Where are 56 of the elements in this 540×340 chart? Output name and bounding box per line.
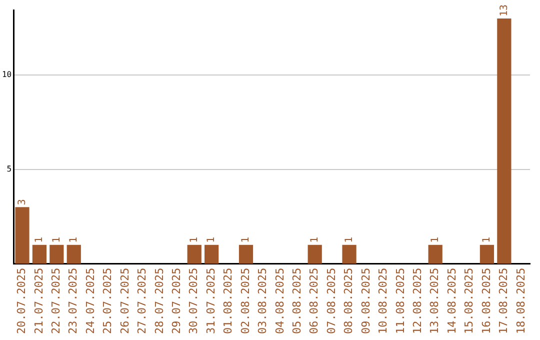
bar: [187, 244, 202, 264]
x-tick-label: 15.08.2025: [462, 268, 476, 334]
x-tick-label: 06.08.2025: [308, 268, 321, 334]
bar: [428, 244, 442, 264]
x-tick-label: 10.08.2025: [376, 268, 390, 334]
x-tick-label: 27.07.2025: [136, 268, 149, 334]
data-label: 1: [430, 236, 441, 243]
x-tick-label: 22.07.2025: [50, 268, 63, 334]
x-tick-label: 24.07.2025: [84, 268, 97, 334]
x-tick-label: 05.08.2025: [290, 268, 304, 334]
bar: [204, 244, 219, 264]
x-tick-label: 18.08.2025: [514, 268, 528, 334]
x-tick-label: 21.07.2025: [32, 268, 46, 334]
x-tick-label: 11.08.2025: [394, 268, 407, 334]
data-label: 1: [51, 236, 62, 243]
x-tick-label: 09.08.2025: [359, 268, 372, 334]
x-tick-label: 03.08.2025: [256, 268, 270, 334]
data-label: 3: [16, 199, 28, 206]
x-tick-label: 17.08.2025: [497, 268, 510, 334]
data-label: 1: [206, 236, 218, 243]
x-tick-label: 20.07.2025: [15, 268, 28, 334]
x-tick-label: 08.08.2025: [342, 268, 356, 334]
x-tick-label: 23.07.2025: [66, 268, 80, 334]
bar: [342, 244, 356, 264]
bar: [308, 244, 322, 264]
data-label: 1: [309, 236, 320, 243]
bar: [66, 244, 81, 264]
x-tick-label: 28.07.2025: [152, 268, 166, 334]
data-label: 1: [34, 236, 46, 243]
data-label: 1: [68, 236, 80, 243]
x-tick-label: 29.07.2025: [170, 268, 184, 334]
data-label: 1: [344, 236, 355, 243]
x-tick-label: 16.08.2025: [480, 268, 493, 334]
data-label: 13: [498, 4, 510, 16]
x-tick-label: 01.08.2025: [222, 268, 235, 334]
x-tick-label: 07.08.2025: [324, 268, 338, 334]
bar: [480, 244, 494, 264]
x-tick-label: 04.08.2025: [273, 268, 286, 334]
x-tick-label: 02.08.2025: [238, 268, 252, 334]
x-tick-label: 31.07.2025: [204, 268, 218, 334]
y-tick-label: 5: [6, 164, 12, 174]
x-tick-label: 13.08.2025: [428, 268, 442, 334]
x-tick-label: 30.07.2025: [187, 268, 200, 334]
y-tick-label: 10: [2, 70, 12, 80]
bar: [238, 244, 254, 264]
x-tick-label: 25.07.2025: [101, 268, 114, 334]
x-tick-label: 12.08.2025: [410, 268, 424, 334]
bar: [32, 244, 47, 264]
x-tick-label: 14.08.2025: [445, 268, 458, 334]
bar: [50, 244, 64, 264]
data-label: 1: [188, 236, 200, 243]
bar: [15, 207, 30, 264]
bar: [497, 18, 512, 264]
data-label: 1: [240, 236, 252, 243]
x-tick-label: 26.07.2025: [118, 268, 132, 334]
data-label: 1: [482, 236, 493, 243]
